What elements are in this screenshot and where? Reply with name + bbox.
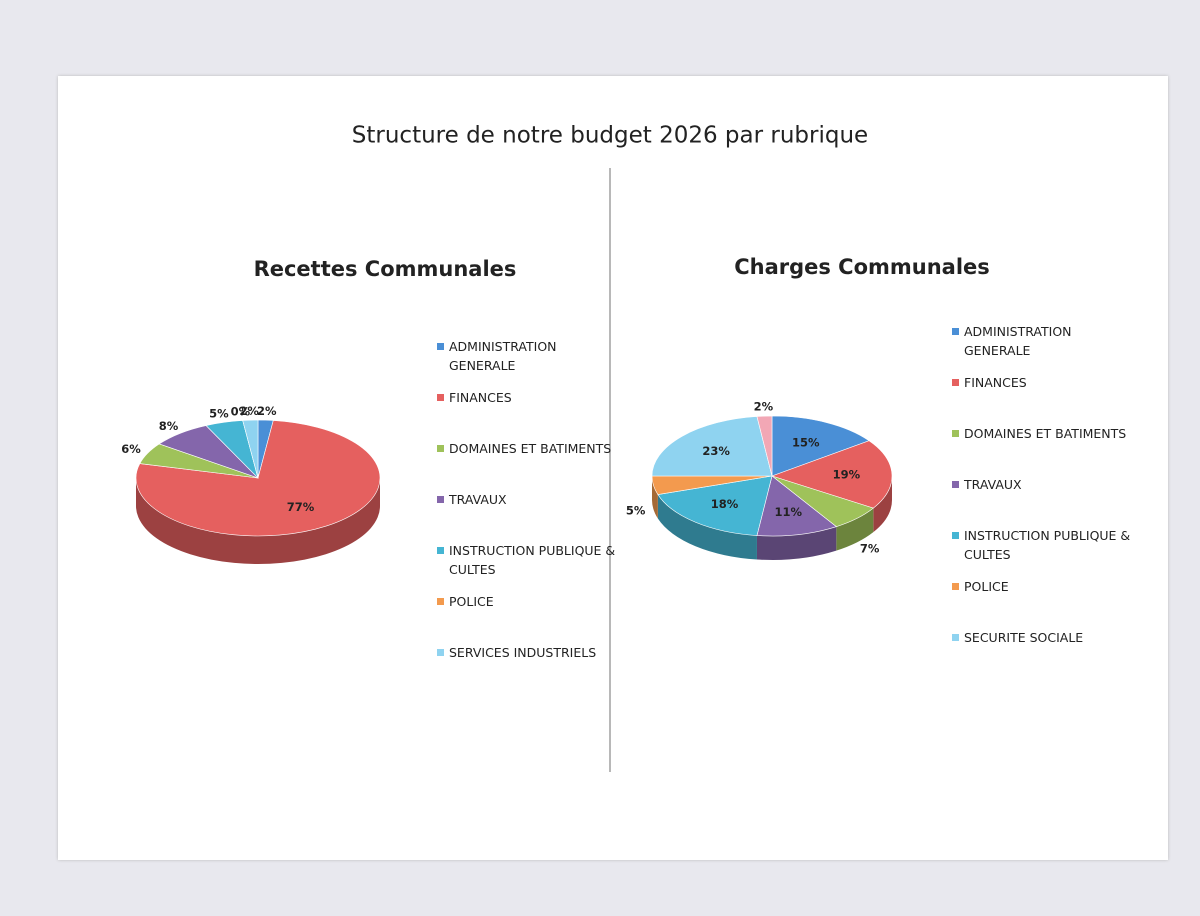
chart-title: Charges Communales <box>734 255 990 279</box>
legend-label: POLICE <box>449 594 494 609</box>
legend-label: INSTRUCTION PUBLIQUE & CULTES <box>449 543 616 577</box>
legend-swatch <box>437 496 444 503</box>
data-label: 5% <box>209 406 229 420</box>
legend-label: INSTRUCTION PUBLIQUE & CULTES <box>964 528 1131 562</box>
legend-item: POLICE <box>437 592 619 611</box>
legend-swatch <box>437 547 444 554</box>
slice <box>756 475 837 537</box>
legend-swatch <box>437 445 444 452</box>
legend-item: TRAVAUX <box>952 475 1134 494</box>
data-label: 23% <box>702 444 730 458</box>
slice-side <box>136 478 380 564</box>
legend-item: INSTRUCTION PUBLIQUE & CULTES <box>437 541 619 579</box>
legend-swatch <box>437 343 444 350</box>
slice <box>756 415 773 477</box>
legend-label: FINANCES <box>964 375 1027 390</box>
legend-swatch <box>952 379 959 386</box>
legend-item: INSTRUCTION PUBLIQUE & CULTES <box>952 526 1134 564</box>
legend-label: TRAVAUX <box>449 492 507 507</box>
legend-swatch <box>437 649 444 656</box>
data-label: 11% <box>774 505 802 519</box>
legend-label: FINANCES <box>449 390 512 405</box>
slice <box>657 475 773 536</box>
legend-item: DOMAINES ET BATIMENTS <box>952 424 1134 443</box>
data-label: 5% <box>626 503 646 517</box>
chart-title: Recettes Communales <box>254 257 517 281</box>
data-label: 0% <box>231 404 251 418</box>
slice-side <box>756 526 837 560</box>
legend-item: SECURITE SOCIALE <box>952 628 1134 647</box>
slice <box>771 440 893 509</box>
data-label: 19% <box>833 467 861 481</box>
slice <box>651 416 773 477</box>
legend-item: DOMAINES ET BATIMENTS <box>437 439 619 458</box>
legend-swatch <box>952 583 959 590</box>
data-label: 7% <box>860 541 880 555</box>
legend-item: ADMINISTRATION GENERALE <box>952 322 1134 360</box>
legend-item: FINANCES <box>437 388 619 407</box>
legend-item: SERVICES INDUSTRIELS <box>437 643 619 662</box>
legend-swatch <box>952 532 959 539</box>
data-label: 2% <box>754 400 774 414</box>
legend-item: POLICE <box>952 577 1134 596</box>
legend-label: SECURITE SOCIALE <box>964 630 1084 645</box>
legend-item: ADMINISTRATION GENERALE <box>437 337 619 375</box>
legend-swatch <box>952 430 959 437</box>
legend-swatch <box>437 394 444 401</box>
slice-side <box>836 508 874 551</box>
legend-swatch <box>952 481 959 488</box>
legend-item: TRAVAUX <box>437 490 619 509</box>
legend-label: POLICE <box>964 579 1009 594</box>
legend-label: DOMAINES ET BATIMENTS <box>449 441 612 456</box>
slice-side <box>873 476 892 533</box>
slice-side <box>657 494 757 560</box>
legend-swatch <box>437 598 444 605</box>
data-label: 2% <box>239 404 259 418</box>
slice-side <box>652 476 658 519</box>
slice <box>242 419 259 479</box>
legend-swatch <box>952 634 959 641</box>
legend-label: DOMAINES ET BATIMENTS <box>964 426 1127 441</box>
data-label: 15% <box>792 435 820 449</box>
slice <box>771 415 870 477</box>
legend-swatch <box>952 328 959 335</box>
legend-label: TRAVAUX <box>964 477 1022 492</box>
legend-label: SERVICES INDUSTRIELS <box>449 645 597 660</box>
data-label: 6% <box>121 442 141 456</box>
legend-label: ADMINISTRATION GENERALE <box>449 339 557 373</box>
legend-item: FINANCES <box>952 373 1134 392</box>
data-label: 18% <box>711 497 739 511</box>
data-label: 8% <box>159 419 179 433</box>
data-label: 2% <box>257 404 277 418</box>
page-title: Structure de notre budget 2026 par rubri… <box>352 123 868 149</box>
data-label: 77% <box>287 500 315 514</box>
legend-label: ADMINISTRATION GENERALE <box>964 324 1072 358</box>
